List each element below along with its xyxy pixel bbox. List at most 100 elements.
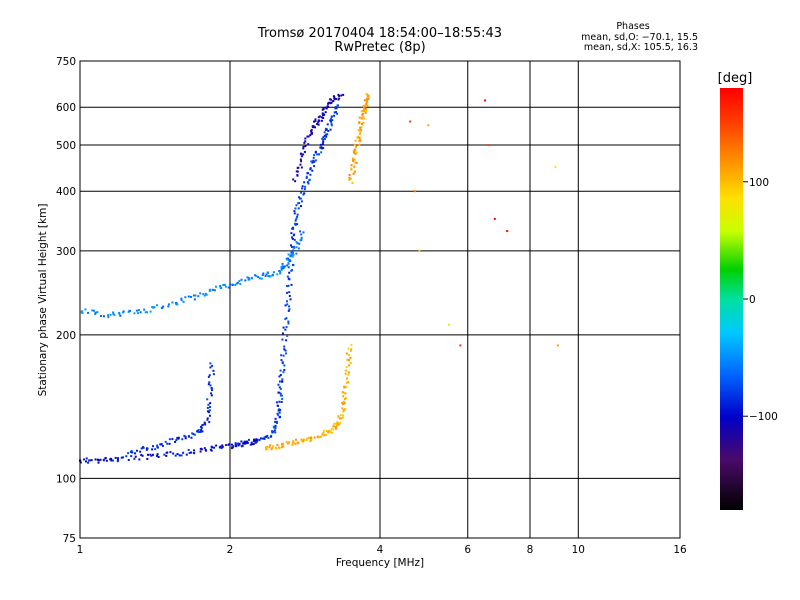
echo-point xyxy=(281,267,284,270)
echo-point xyxy=(354,170,357,173)
echo-point xyxy=(88,459,91,462)
echo-point xyxy=(322,138,325,141)
echo-point xyxy=(197,429,200,432)
echo-point xyxy=(295,241,298,244)
echo-point xyxy=(358,129,361,132)
echo-point xyxy=(279,272,282,275)
echo-point xyxy=(248,278,251,281)
echo-point xyxy=(322,429,325,432)
echo-point xyxy=(278,408,281,411)
echo-point xyxy=(352,160,355,163)
echo-point xyxy=(311,169,314,172)
echo-point xyxy=(325,135,328,138)
echo-point xyxy=(140,453,143,456)
echo-point xyxy=(299,152,302,155)
echo-point xyxy=(94,458,97,461)
echo-point xyxy=(213,446,216,449)
echo-point xyxy=(365,109,368,112)
echo-point xyxy=(304,137,307,140)
echo-point xyxy=(359,126,362,129)
echo-point xyxy=(353,149,356,152)
echo-point xyxy=(203,447,206,450)
echo-point xyxy=(258,439,261,442)
echo-point xyxy=(296,242,299,245)
echo-point xyxy=(151,448,154,451)
echo-point xyxy=(208,381,211,384)
echo-point xyxy=(281,378,284,381)
echo-point xyxy=(194,294,197,297)
echo-point xyxy=(136,449,139,452)
echo-point xyxy=(337,93,340,96)
echo-point xyxy=(187,448,190,451)
echo-point xyxy=(279,392,282,395)
echo-point xyxy=(342,416,345,419)
echo-point xyxy=(330,431,333,434)
echo-point xyxy=(303,150,306,153)
echo-point xyxy=(295,252,298,255)
echo-point xyxy=(269,444,272,447)
echo-point xyxy=(321,142,324,145)
echo-point xyxy=(345,377,348,380)
echo-point xyxy=(330,122,333,125)
echo-point xyxy=(345,386,348,389)
echo-point xyxy=(360,126,363,129)
echo-point xyxy=(251,443,254,446)
echo-point xyxy=(353,143,356,146)
echo-point xyxy=(99,458,102,461)
echo-point xyxy=(322,136,325,139)
echo-point xyxy=(112,311,115,314)
y-tick-label: 500 xyxy=(56,140,76,152)
echo-point xyxy=(137,309,140,312)
echo-point xyxy=(257,276,260,279)
echo-point xyxy=(285,441,288,444)
echo-point xyxy=(151,306,154,309)
echo-point xyxy=(109,313,112,316)
echo-point xyxy=(185,453,188,456)
echo-point xyxy=(156,444,159,447)
echo-point xyxy=(317,116,320,119)
echo-point xyxy=(334,98,337,101)
echo-point xyxy=(313,160,316,163)
echo-point xyxy=(166,451,169,454)
echo-point xyxy=(84,308,87,311)
echo-point xyxy=(358,136,361,139)
echo-point xyxy=(353,165,356,168)
echo-point xyxy=(352,159,355,162)
echo-point xyxy=(332,100,335,103)
echo-point xyxy=(102,315,105,318)
echo-point xyxy=(149,453,152,456)
echo-point xyxy=(310,128,313,131)
echo-point xyxy=(267,436,270,439)
echo-point xyxy=(224,285,227,288)
echo-point xyxy=(297,166,300,169)
echo-point xyxy=(277,414,280,417)
echo-point xyxy=(199,450,202,453)
echo-point xyxy=(289,244,292,247)
echo-point xyxy=(312,120,315,123)
echo-point xyxy=(283,345,286,348)
echo-point xyxy=(299,230,302,233)
echo-point xyxy=(352,172,355,175)
echo-point xyxy=(199,447,202,450)
echo-point xyxy=(345,369,348,372)
echo-point xyxy=(322,113,325,116)
echo-point xyxy=(109,458,112,461)
echo-point xyxy=(262,437,265,440)
echo-point xyxy=(180,299,183,302)
echo-point xyxy=(363,109,366,112)
echo-point xyxy=(323,434,326,437)
echo-point xyxy=(313,436,316,439)
echo-point xyxy=(354,161,357,164)
echo-point xyxy=(321,137,324,140)
echo-point xyxy=(267,275,270,278)
echo-point xyxy=(288,291,291,294)
echo-point xyxy=(266,271,269,274)
echo-point xyxy=(324,106,327,109)
echo-point xyxy=(350,343,353,346)
echo-point xyxy=(184,437,187,440)
echo-point xyxy=(312,159,315,162)
echo-point xyxy=(143,308,146,311)
echo-point xyxy=(278,411,281,414)
echo-point xyxy=(320,146,323,149)
echo-point xyxy=(484,99,487,102)
